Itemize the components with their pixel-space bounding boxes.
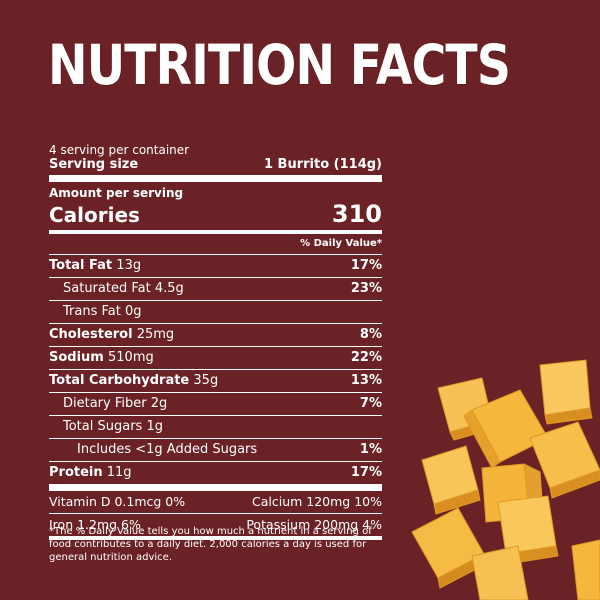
cheese-cube bbox=[471, 545, 529, 600]
nutrient-label: Total Carbohydrate bbox=[49, 373, 190, 388]
cheese-cubes-image bbox=[411, 359, 600, 600]
nutrient-row-dietary-fiber: Dietary Fiber 2g 7% bbox=[49, 393, 382, 416]
nutrient-row-total-fat: Total Fat 13g 17% bbox=[49, 255, 382, 278]
nutrient-row-total-carbohydrate: Total Carbohydrate 35g 13% bbox=[49, 370, 382, 393]
nutrient-dv: 1% bbox=[359, 442, 382, 457]
nutrient-label: Saturated Fat 4.5g bbox=[63, 281, 184, 296]
serving-size-value: 1 Burrito (114g) bbox=[263, 157, 382, 172]
nutrient-amount: 11g bbox=[106, 465, 132, 480]
nutrient-amount: 35g bbox=[193, 373, 219, 388]
amount-per-serving: Amount per serving bbox=[49, 186, 184, 200]
nutrient-dv: 17% bbox=[350, 465, 382, 480]
vitamin-row: Iron 1.2mg 6% Potassium 200mg 4% bbox=[49, 514, 382, 540]
vitamin-right: Calcium 120mg 10% bbox=[251, 494, 382, 509]
nutrient-row-trans-fat: Trans Fat 0g bbox=[49, 301, 382, 324]
nutrition-facts-panel: 4 serving per container Serving size 1 B… bbox=[49, 143, 382, 540]
nutrient-amount: 13g bbox=[116, 258, 142, 273]
nutrient-dv: 8% bbox=[359, 327, 382, 342]
vitamin-row: Vitamin D 0.1mcg 0% Calcium 120mg 10% bbox=[49, 491, 382, 514]
nutrient-amount: 25mg bbox=[136, 327, 175, 342]
nutrient-label: Sodium bbox=[49, 350, 104, 365]
nutrient-amount: 510mg bbox=[108, 350, 154, 365]
daily-value-footnote: *The % Daily Value tells you how much a … bbox=[49, 526, 372, 563]
cheese-cube bbox=[421, 445, 481, 515]
vitamin-right: Potassium 200mg 4% bbox=[246, 517, 382, 532]
vitamin-left: Vitamin D 0.1mcg 0% bbox=[49, 494, 186, 509]
nutrient-label: Total Fat bbox=[49, 258, 113, 273]
nutrient-dv: 22% bbox=[350, 350, 382, 365]
nutrient-row-saturated-fat: Saturated Fat 4.5g 23% bbox=[49, 278, 382, 301]
nutrient-dv: 7% bbox=[359, 396, 382, 411]
cheese-cube bbox=[539, 359, 593, 425]
cheese-cube bbox=[529, 421, 600, 499]
nutrient-row-sodium: Sodium 510mg 22% bbox=[49, 347, 382, 370]
nutrient-dv: 13% bbox=[350, 373, 382, 388]
nutrient-row-protein: Protein 11g 17% bbox=[49, 462, 382, 491]
nutrient-row-cholesterol: Cholesterol 25mg 8% bbox=[49, 324, 382, 347]
nutrient-label: Protein bbox=[49, 465, 103, 480]
nutrient-row-added-sugars: Includes <1g Added Sugars 1% bbox=[49, 439, 382, 462]
nutrient-label: Dietary Fiber 2g bbox=[63, 396, 168, 411]
calories-label: Calories bbox=[49, 203, 140, 227]
daily-value-header: % Daily Value* bbox=[49, 234, 382, 255]
serving-size-row: Serving size 1 Burrito (114g) bbox=[49, 157, 382, 175]
nutrient-row-total-sugars: Total Sugars 1g bbox=[49, 416, 382, 439]
servings-per-container: 4 serving per container bbox=[49, 143, 190, 157]
calories-row: Calories 310 bbox=[49, 200, 382, 228]
calories-value: 310 bbox=[331, 200, 382, 228]
cheese-cube bbox=[411, 507, 487, 589]
serving-size-label: Serving size bbox=[49, 157, 139, 172]
page-title: NUTRITION FACTS bbox=[48, 33, 511, 97]
nutrient-label: Trans Fat 0g bbox=[63, 304, 142, 319]
nutrient-label: Cholesterol bbox=[49, 327, 133, 342]
nutrient-dv: 17% bbox=[350, 258, 382, 273]
cheese-cube bbox=[571, 539, 600, 600]
nutrient-label: Total Sugars 1g bbox=[63, 419, 163, 434]
nutrient-label: Includes <1g Added Sugars bbox=[77, 442, 258, 457]
nutrient-dv: 23% bbox=[350, 281, 382, 296]
vitamin-left: Iron 1.2mg 6% bbox=[49, 517, 141, 532]
calories-block: Amount per serving Calories 310 bbox=[49, 175, 382, 234]
